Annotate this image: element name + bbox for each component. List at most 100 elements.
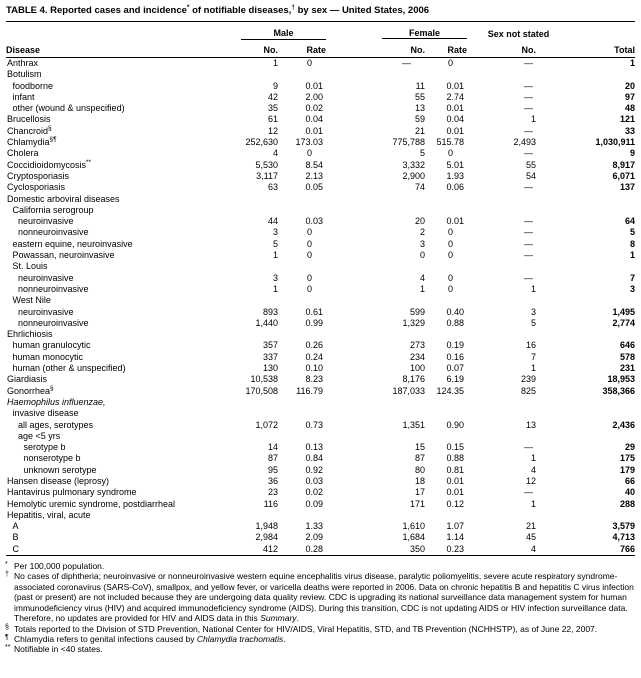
disease-cell: infant (6, 92, 241, 103)
disease-cell: Giardiasis (6, 374, 241, 385)
disease-cell: nonneuroinvasive (6, 284, 241, 295)
footnotes: * Per 100,000 population. † No cases of dip… (5, 561, 635, 655)
female-no-cell: 74 (415, 182, 426, 193)
female-rate-cell: 0.88 (446, 317, 465, 328)
sex-not-stated-no-cell: — (524, 125, 534, 136)
disease-cell: Hansen disease (leprosy) (6, 476, 241, 487)
male-rate-cell: 0.03 (305, 216, 324, 227)
total-cell (552, 329, 635, 340)
total-cell: 2,436 (612, 419, 636, 430)
sex-not-stated-no-cell: — (524, 216, 534, 227)
disease-cell: Chancroid§ (6, 125, 241, 137)
disease-cell: C (6, 544, 241, 556)
disease-label: neuroinvasive (18, 306, 74, 317)
disease-cell: A (6, 521, 241, 532)
male-no-cell: 337 (262, 351, 278, 362)
total-cell (552, 69, 635, 80)
female-no-cell: 5 (420, 148, 426, 159)
sex-not-stated-no-cell: 1 (531, 283, 537, 294)
total-cell: 358,366 (602, 385, 636, 396)
total-cell (552, 205, 635, 216)
footnote-text: Chlamydia refers to genital infections c… (14, 633, 197, 644)
footnote-text: No cases of diphtheria; neuroinvasive or… (14, 571, 634, 624)
male-no-cell: 1 (272, 283, 278, 294)
female-no-cell: — (402, 58, 412, 68)
female-rate-cell: 1.93 (446, 170, 465, 181)
table-row: neuroinvasive 3 0 4 0 — 7 (6, 273, 635, 284)
male-no-cell (241, 408, 278, 419)
male-no-cell: 357 (262, 340, 278, 351)
female-rate-cell (425, 205, 467, 216)
table-row: Cholera 4 0 5 0 — 9 (6, 148, 635, 159)
table-row: eastern equine, neuroinvasive 5 0 3 0 — 8 (6, 238, 636, 250)
col-header-female-no: No. (326, 39, 426, 58)
total-cell: 40 (625, 487, 636, 498)
male-rate-cell: 0 (307, 250, 313, 261)
total-cell: 1 (630, 250, 636, 261)
footnote-text: Summary (260, 613, 297, 624)
female-rate-cell: 0.16 (446, 351, 465, 362)
disease-cell: Hantavirus pulmonary syndrome (6, 487, 241, 498)
disease-cell: age <5 yrs (6, 431, 241, 442)
disease-label: Powassan, neuroinvasive (12, 250, 115, 261)
female-rate-cell: 0 (448, 58, 454, 68)
mmwr-table-page: TABLE 4. Reported cases and incidence* o… (5, 4, 636, 655)
male-no-cell: 36 (267, 475, 278, 486)
male-rate-cell: 0.05 (305, 182, 324, 193)
table-row: Cyclosporiasis 63 0.05 74 0.06 — 137 (6, 182, 635, 193)
female-rate-cell (425, 329, 467, 340)
female-rate-cell: 0.01 (446, 80, 465, 91)
female-no-cell: 599 (409, 306, 426, 317)
table-row: neuroinvasive 44 0.03 20 0.01 — 64 (6, 216, 635, 227)
disease-cell: nonneuroinvasive (6, 227, 241, 238)
table-row: nonneuroinvasive 1,440 0.99 1,329 0.88 5 2,774 (6, 318, 635, 329)
footnote: ** Notifiable in <40 states. (5, 644, 635, 654)
female-no-cell: 1,329 (402, 317, 426, 328)
table-row: human (other & unspecified) 130 0.10 100 0.0… (6, 363, 636, 374)
male-rate-cell: 2.09 (305, 532, 324, 543)
disease-label: Hepatitis, viral, acute (7, 509, 91, 520)
male-no-cell: 412 (262, 543, 278, 554)
table-row: Coccidioidomycosis** 5,530 8.54 3,332 5.01 55… (6, 159, 635, 171)
male-rate-cell: 0.92 (305, 464, 324, 475)
total-cell: 4,713 (612, 532, 636, 543)
sex-not-stated-no-cell: — (524, 238, 534, 249)
male-rate-cell: 0.61 (305, 306, 324, 317)
female-rate-cell (425, 69, 467, 80)
disease-label: other (wound & unspecified) (12, 103, 125, 114)
sex-not-stated-no-cell: 2,493 (513, 137, 537, 148)
sex-not-stated-no-cell: — (524, 103, 534, 114)
female-rate-cell (425, 261, 467, 272)
table-row: Botulism (6, 69, 635, 80)
disease-cell: all ages, serotypes (6, 420, 241, 431)
male-rate-cell: 0 (307, 58, 313, 68)
disease-label: Chancroid (7, 125, 49, 136)
sex-not-stated-no-cell: 54 (526, 170, 537, 181)
male-no-cell: 87 (267, 453, 278, 464)
male-rate-cell: 0 (307, 283, 313, 294)
sex-not-stated-no-cell: 45 (526, 532, 537, 543)
male-no-cell: 3 (272, 227, 278, 238)
male-rate-cell: 0.13 (305, 442, 324, 453)
female-no-cell (326, 205, 425, 216)
male-no-cell (241, 397, 278, 408)
col-header-disease: Disease (6, 39, 241, 58)
table-row: neuroinvasive 893 0.61 599 0.40 3 1,495 (6, 307, 635, 318)
male-no-cell: 1 (272, 58, 278, 68)
sex-not-stated-no-cell: 21 (526, 521, 537, 532)
female-no-cell: 3 (420, 238, 426, 249)
female-no-cell: 8,176 (402, 374, 426, 385)
disease-label: Ehrlichiosis (7, 329, 53, 340)
male-no-cell: 893 (262, 306, 278, 317)
disease-label: B (12, 532, 19, 543)
male-rate-cell: 0.73 (305, 419, 324, 430)
disease-cell: human monocytic (6, 352, 241, 363)
female-no-cell: 13 (415, 103, 426, 114)
total-cell (552, 295, 635, 306)
sex-not-stated-no-cell (467, 408, 552, 419)
male-rate-cell (278, 205, 326, 216)
sex-not-stated-no-cell (467, 261, 552, 272)
disease-label: nonneuroinvasive (18, 283, 89, 294)
female-rate-cell: 0.40 (446, 306, 465, 317)
female-no-cell (326, 329, 425, 340)
